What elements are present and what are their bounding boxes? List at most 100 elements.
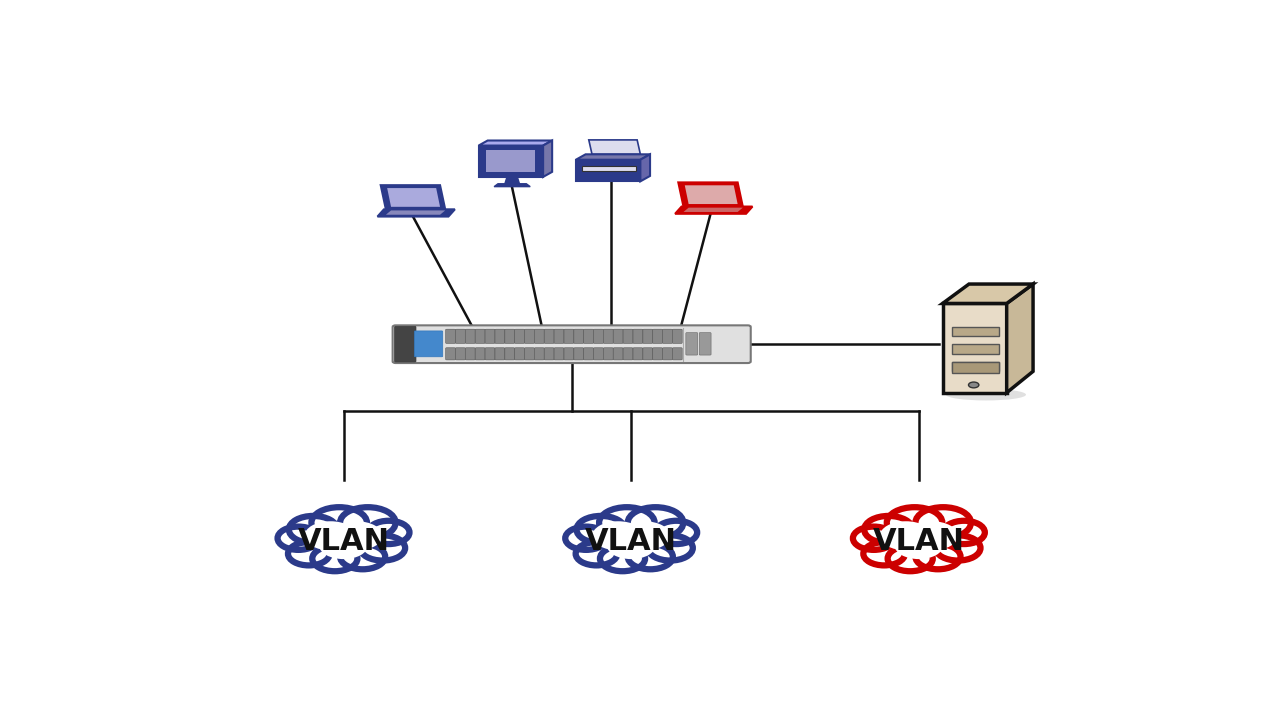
FancyBboxPatch shape: [535, 348, 544, 360]
Circle shape: [600, 546, 645, 571]
FancyBboxPatch shape: [653, 348, 663, 360]
Circle shape: [969, 382, 979, 388]
FancyBboxPatch shape: [584, 329, 594, 343]
FancyBboxPatch shape: [515, 329, 525, 343]
FancyBboxPatch shape: [525, 348, 534, 360]
Circle shape: [599, 507, 654, 539]
Circle shape: [887, 507, 942, 539]
Circle shape: [319, 532, 367, 559]
Circle shape: [593, 521, 644, 550]
FancyBboxPatch shape: [394, 326, 416, 362]
Circle shape: [915, 544, 960, 570]
Polygon shape: [494, 184, 530, 186]
FancyBboxPatch shape: [456, 348, 465, 360]
Circle shape: [627, 507, 684, 539]
Polygon shape: [684, 207, 742, 212]
Circle shape: [915, 507, 972, 539]
Circle shape: [863, 542, 905, 565]
Circle shape: [311, 507, 367, 539]
Polygon shape: [942, 284, 1033, 303]
FancyBboxPatch shape: [475, 329, 485, 343]
Circle shape: [852, 526, 895, 550]
FancyBboxPatch shape: [594, 348, 603, 360]
FancyBboxPatch shape: [544, 329, 554, 343]
Polygon shape: [385, 210, 445, 215]
FancyBboxPatch shape: [603, 329, 613, 343]
Polygon shape: [576, 154, 650, 160]
FancyBboxPatch shape: [663, 329, 672, 343]
FancyBboxPatch shape: [544, 348, 554, 360]
Circle shape: [618, 521, 671, 550]
FancyBboxPatch shape: [573, 329, 584, 343]
Circle shape: [340, 544, 385, 570]
FancyBboxPatch shape: [643, 329, 653, 343]
Circle shape: [627, 544, 673, 570]
Polygon shape: [504, 177, 520, 185]
FancyBboxPatch shape: [504, 329, 515, 343]
Circle shape: [330, 521, 383, 550]
FancyBboxPatch shape: [564, 329, 573, 343]
FancyBboxPatch shape: [504, 348, 515, 360]
Polygon shape: [387, 188, 440, 207]
FancyBboxPatch shape: [634, 348, 643, 360]
FancyBboxPatch shape: [634, 329, 643, 343]
FancyBboxPatch shape: [466, 348, 475, 360]
Polygon shape: [380, 185, 445, 210]
Circle shape: [305, 521, 357, 550]
FancyBboxPatch shape: [564, 348, 573, 360]
Circle shape: [906, 521, 957, 550]
FancyBboxPatch shape: [456, 329, 465, 343]
FancyBboxPatch shape: [663, 348, 672, 360]
FancyBboxPatch shape: [643, 348, 653, 360]
Circle shape: [312, 546, 357, 571]
FancyBboxPatch shape: [535, 329, 544, 343]
FancyBboxPatch shape: [603, 348, 613, 360]
Polygon shape: [479, 140, 552, 145]
Circle shape: [340, 507, 396, 539]
FancyBboxPatch shape: [466, 329, 475, 343]
FancyBboxPatch shape: [573, 348, 584, 360]
Polygon shape: [942, 303, 1006, 392]
Polygon shape: [589, 140, 640, 154]
Polygon shape: [678, 182, 742, 207]
Polygon shape: [952, 361, 1000, 373]
FancyBboxPatch shape: [699, 333, 712, 355]
Polygon shape: [952, 361, 1000, 372]
Polygon shape: [1006, 284, 1033, 392]
FancyBboxPatch shape: [554, 329, 564, 343]
Circle shape: [607, 532, 655, 559]
FancyBboxPatch shape: [653, 329, 663, 343]
FancyBboxPatch shape: [485, 348, 495, 360]
Circle shape: [576, 516, 625, 543]
FancyBboxPatch shape: [613, 348, 623, 360]
FancyBboxPatch shape: [485, 329, 495, 343]
FancyBboxPatch shape: [623, 348, 632, 360]
Circle shape: [943, 521, 984, 544]
Polygon shape: [640, 154, 650, 181]
Polygon shape: [582, 166, 636, 171]
FancyBboxPatch shape: [515, 348, 525, 360]
Polygon shape: [576, 160, 640, 181]
FancyBboxPatch shape: [393, 325, 751, 363]
FancyBboxPatch shape: [525, 329, 534, 343]
Circle shape: [367, 521, 410, 544]
Circle shape: [895, 532, 943, 559]
Circle shape: [360, 536, 406, 561]
FancyBboxPatch shape: [554, 348, 564, 360]
FancyBboxPatch shape: [415, 331, 443, 357]
Polygon shape: [675, 207, 753, 214]
Ellipse shape: [946, 389, 1027, 400]
Circle shape: [864, 516, 913, 543]
Circle shape: [887, 546, 933, 571]
FancyBboxPatch shape: [613, 329, 623, 343]
Circle shape: [879, 521, 932, 550]
FancyBboxPatch shape: [623, 329, 632, 343]
FancyBboxPatch shape: [686, 333, 698, 355]
Polygon shape: [479, 145, 543, 177]
Text: VLAN: VLAN: [873, 526, 965, 556]
Polygon shape: [952, 327, 1000, 336]
FancyBboxPatch shape: [495, 329, 504, 343]
FancyBboxPatch shape: [584, 348, 594, 360]
FancyBboxPatch shape: [594, 329, 603, 343]
Circle shape: [288, 542, 330, 565]
